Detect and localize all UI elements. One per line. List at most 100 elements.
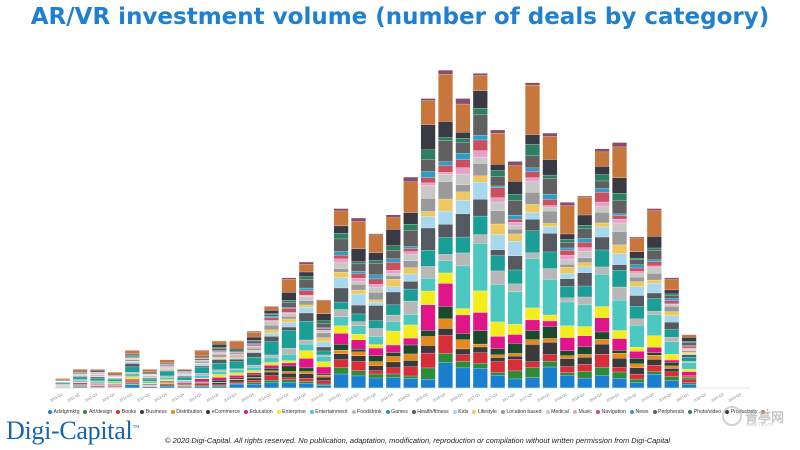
bar-segment [333, 233, 349, 239]
bar-segment [612, 231, 627, 245]
bar-segment [681, 382, 697, 385]
bar-segment [542, 133, 558, 137]
legend-swatch [596, 410, 600, 414]
legend-item: Peripherals [652, 409, 684, 415]
bar-segment [594, 166, 610, 175]
bar-segment [229, 375, 244, 378]
bar-segment [212, 384, 227, 386]
bar-segment [72, 380, 88, 382]
x-tick-label: 2016-Q2 [414, 392, 428, 402]
bar-segment [246, 337, 262, 341]
bar-segment [594, 367, 610, 376]
bar-segment [438, 306, 453, 319]
bar-segment [316, 341, 331, 347]
bar-segment [246, 367, 262, 371]
bar-segment [629, 351, 645, 359]
bar-segment [664, 376, 679, 381]
legend-item: Photo/video [688, 409, 721, 415]
bar-segment [316, 361, 331, 367]
bar-segment [420, 305, 436, 331]
bar-segment [125, 385, 140, 388]
bar-segment [542, 326, 558, 339]
bar-segment [525, 204, 540, 213]
bar-segment [264, 357, 279, 363]
bar-segment [72, 387, 88, 388]
bar-segment [473, 163, 488, 176]
x-tick-label: 2015-Q1 [327, 392, 341, 402]
bar-segment [368, 287, 384, 293]
bar-segment [246, 384, 262, 388]
legend-item: News [630, 409, 649, 415]
bar-segment [333, 211, 349, 226]
bar-segment [438, 319, 453, 329]
bar-segment [560, 255, 575, 260]
bar-segment [368, 348, 384, 356]
bar-segment [333, 374, 349, 388]
bar-segment [107, 383, 123, 384]
bar-segment [438, 211, 453, 225]
bar-segment [612, 214, 627, 216]
bar-segment [473, 234, 488, 244]
bar-segment [438, 237, 453, 255]
bar-segment [229, 351, 244, 353]
bar-segment [438, 328, 453, 336]
bar-segment [316, 351, 331, 355]
bar-segment [386, 273, 401, 276]
bar-segment [125, 354, 140, 356]
bar-segment [507, 356, 523, 360]
bar-segment [368, 370, 384, 374]
bar-segment [490, 372, 505, 375]
bar-segment [560, 358, 575, 367]
bar-segment [525, 212, 540, 220]
bar-segment [72, 371, 88, 373]
bar-segment [647, 355, 662, 360]
legend-label: Productivity [730, 409, 758, 415]
bar-segment [264, 370, 279, 372]
bar-segment [664, 354, 679, 360]
bar-segment [647, 260, 662, 262]
bar-segment [420, 171, 436, 178]
bar-segment [386, 276, 401, 280]
bar-segment [299, 381, 314, 384]
bar-segment [299, 300, 314, 305]
x-tick-label: 2018-Q4 [588, 392, 602, 402]
bar-segment [142, 369, 157, 372]
bar-segment [299, 371, 314, 374]
bar-segment [525, 181, 540, 193]
bar-segment [246, 348, 262, 351]
bar-segment [473, 216, 488, 235]
legend-label: Adstg/mktg [53, 409, 80, 415]
bar-segment [664, 304, 679, 307]
legend-item: Business [140, 409, 167, 415]
bar-segment [560, 375, 575, 388]
bar-segment [281, 379, 297, 383]
bar-segment [72, 372, 88, 374]
bar-segment [351, 273, 366, 278]
bar-segment [542, 354, 558, 362]
x-tick-label: 2013-Q3 [223, 392, 237, 402]
bar-segment [681, 376, 697, 379]
bar-segment [281, 277, 297, 280]
bar-segment [246, 332, 262, 337]
bar-segment [542, 223, 558, 227]
bar-segment [316, 375, 331, 377]
bar-segment [542, 136, 558, 160]
bar-segment [420, 228, 436, 251]
bar-segment [420, 379, 436, 388]
bar-segment [612, 147, 627, 178]
bar-segment [246, 331, 262, 333]
bar-segment [351, 314, 366, 322]
bar-segment [612, 350, 627, 354]
bar-segment [333, 333, 349, 345]
bar-segment [664, 337, 679, 342]
bar-segment [403, 248, 418, 252]
bar-segment [420, 336, 436, 346]
legend-item: Lifestyle [472, 409, 497, 415]
bar-segment [386, 377, 401, 388]
bar-segment [438, 353, 453, 363]
bar-segment [455, 184, 471, 192]
legend-item: Entertainment [309, 409, 348, 415]
legend-swatch [385, 410, 390, 414]
bar-segment [647, 250, 662, 260]
bar-segment [177, 380, 192, 382]
